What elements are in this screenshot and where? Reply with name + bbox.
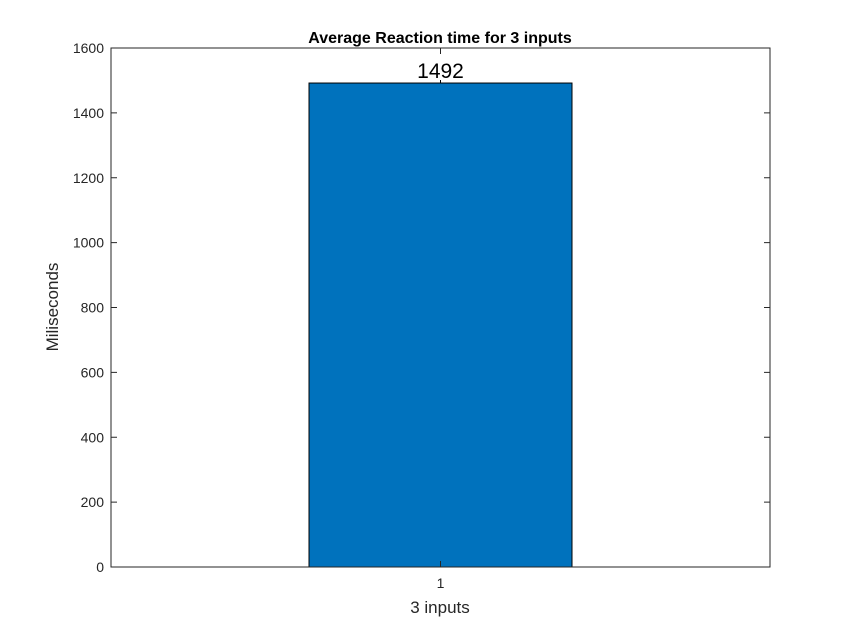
y-tick-label: 200 — [81, 494, 105, 510]
ticks-group: 0 200 400 600 800 1000 1200 1400 1600 1 — [73, 40, 770, 591]
y-tick-label: 800 — [81, 300, 105, 316]
y-axis-label: Miliseconds — [43, 263, 62, 352]
y-tick-label: 1400 — [73, 105, 104, 121]
y-tick-label: 400 — [81, 429, 105, 445]
x-axis-label: 3 inputs — [410, 598, 470, 617]
y-tick-label: 600 — [81, 364, 105, 380]
y-tick-label: 0 — [96, 559, 104, 575]
y-tick-label: 1200 — [73, 170, 104, 186]
bars-group: 1492 — [308, 60, 573, 568]
y-tick-label: 1600 — [73, 40, 104, 56]
bar — [308, 82, 573, 568]
x-tick-label: 1 — [437, 575, 445, 591]
bar-value-label: 1492 — [417, 60, 464, 83]
chart-title: Average Reaction time for 3 inputs — [308, 30, 572, 47]
plot-frame — [110, 47, 771, 568]
y-tick-label: 1000 — [73, 235, 104, 251]
